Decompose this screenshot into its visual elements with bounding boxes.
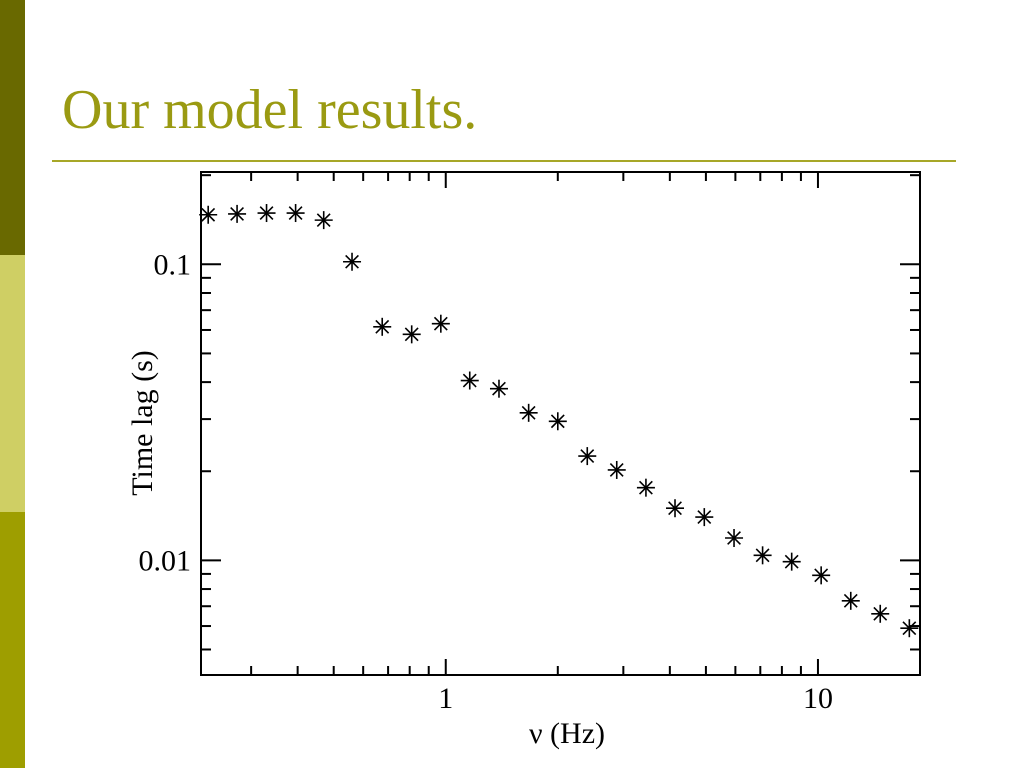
data-point — [343, 252, 362, 271]
data-point — [431, 314, 450, 333]
axis-ticks — [201, 172, 920, 675]
x-axis-label: ν (Hz) — [529, 717, 605, 750]
data-point — [636, 478, 655, 497]
data-point — [753, 546, 772, 565]
sidebar-light-block — [0, 255, 25, 512]
data-point — [286, 204, 305, 223]
data-point — [548, 412, 567, 431]
data-point — [782, 552, 801, 571]
x-tick-label: 10 — [803, 682, 833, 715]
data-point — [519, 403, 538, 422]
data-point — [489, 379, 508, 398]
data-point — [578, 447, 597, 466]
data-point — [812, 566, 831, 585]
data-point — [402, 325, 421, 344]
data-point — [460, 371, 479, 390]
y-tick-label: 0.1 — [154, 248, 192, 281]
sidebar-mid-block — [0, 512, 25, 768]
data-point — [841, 591, 860, 610]
data-point — [666, 499, 685, 518]
data-point — [900, 619, 919, 638]
slide-title: Our model results. — [62, 79, 478, 141]
data-point — [607, 460, 626, 479]
data-point — [725, 528, 744, 547]
plot-frame — [200, 171, 921, 676]
data-point — [199, 205, 218, 224]
data-point — [228, 204, 247, 223]
data-point — [373, 317, 392, 336]
data-point — [314, 211, 333, 230]
title-divider — [52, 160, 956, 162]
sidebar-dark-block — [0, 0, 25, 255]
data-points — [199, 204, 919, 638]
y-tick-label: 0.01 — [139, 544, 192, 577]
data-point — [695, 508, 714, 527]
x-tick-label: 1 — [438, 682, 453, 715]
data-point — [871, 604, 890, 623]
tick-labels: 1 10 0.1 0.01 — [139, 248, 833, 715]
data-point — [257, 204, 276, 223]
y-axis-label: Time lag (s) — [126, 350, 159, 496]
